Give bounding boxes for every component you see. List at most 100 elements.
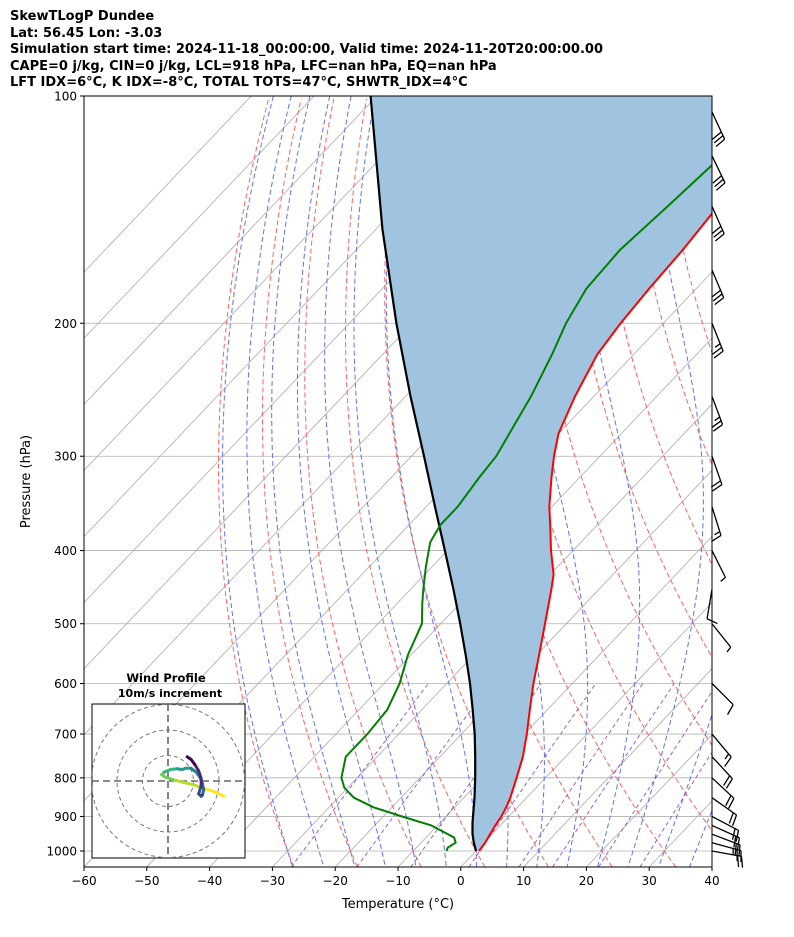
wind-barb-flag — [735, 830, 740, 842]
wind-barb-flag — [710, 480, 721, 488]
chart-title-block: SkewTLogP Dundee Lat: 56.45 Lon: -3.03 S… — [10, 9, 603, 92]
moist-adiabat-line — [324, 96, 417, 867]
wind-barb — [711, 396, 724, 432]
wind-barb-flag — [712, 484, 723, 492]
hodograph-trace-segment — [185, 755, 193, 761]
y-tick-label: 400 — [54, 544, 77, 558]
wind-barb-flag — [711, 225, 722, 235]
isotherm-line — [84, 96, 315, 339]
title-station: SkewTLogP Dundee — [10, 9, 155, 24]
x-tick-label: −10 — [385, 874, 410, 888]
wind-barb-flag — [728, 798, 735, 809]
wind-barb-staff — [706, 589, 713, 619]
wind-barb-staff — [711, 824, 740, 839]
x-tick-label: 10 — [516, 874, 531, 888]
wind-barb — [711, 833, 741, 857]
wind-barb-staff — [711, 623, 732, 648]
wind-barb-staff — [711, 323, 724, 352]
wind-barb-staff — [711, 550, 726, 578]
wind-barb-staff — [711, 797, 737, 816]
wind-barb — [711, 111, 726, 148]
wind-barb — [711, 323, 724, 359]
wind-barb-flag — [723, 775, 731, 786]
wind-barb-staff — [711, 815, 739, 832]
isotherm-line — [84, 96, 252, 273]
x-tick-label: 30 — [642, 874, 657, 888]
wind-barb-half-flag — [726, 646, 732, 653]
isotherm-line — [523, 668, 712, 867]
dry-adiabat-line — [422, 98, 613, 867]
x-tick-label: −50 — [134, 874, 159, 888]
x-tick-label: −30 — [260, 874, 285, 888]
wind-barb-flag — [740, 856, 744, 868]
x-tick-label: 20 — [579, 874, 594, 888]
wind-barb-staff — [711, 155, 726, 184]
x-tick-label: 0 — [457, 874, 465, 888]
title-indices-1: CAPE=0 j/kg, CIN=0 j/kg, LCL=918 hPa, LF… — [10, 58, 497, 74]
wind-barb-flag — [713, 135, 724, 144]
wind-barb-flag — [728, 812, 734, 824]
wind-barb-staff — [711, 396, 724, 425]
dry-adiabat-line — [262, 98, 358, 867]
title-times: Simulation start time: 2024-11-18_00:00:… — [10, 42, 603, 57]
temperature-line — [478, 212, 712, 852]
wind-barb-flag — [732, 814, 738, 826]
wind-barb-staff — [711, 506, 722, 536]
dry-adiabat-line — [758, 99, 794, 867]
moist-adiabat-line — [297, 96, 386, 867]
x-tick-label: −40 — [197, 874, 222, 888]
moist-adiabat-line — [222, 96, 293, 867]
wind-barb-flag — [714, 297, 725, 306]
wind-barb — [711, 777, 735, 809]
wind-barb-half-flag — [714, 343, 721, 348]
wind-barb — [711, 206, 725, 242]
wind-barb — [711, 815, 740, 842]
wind-barb-staff — [711, 833, 741, 846]
wind-barb-half-flag — [720, 576, 726, 582]
wind-barb — [711, 797, 738, 826]
moist-adiabat-line — [688, 808, 712, 867]
wind-barb — [711, 850, 744, 868]
wind-barb — [711, 756, 733, 789]
wind-barb-staff — [711, 206, 725, 235]
y-tick-label: 800 — [54, 771, 77, 785]
moist-adiabat-line — [246, 96, 325, 867]
y-tick-label: 1000 — [46, 845, 77, 859]
wind-barb — [711, 824, 740, 850]
wind-barb-half-flag — [714, 416, 721, 422]
wind-barb-staff — [711, 733, 732, 758]
y-tick-label: 900 — [54, 810, 77, 824]
mixing-ratio-line — [290, 683, 429, 867]
y-tick-label: 500 — [54, 617, 77, 631]
wind-barb-staff — [711, 777, 735, 799]
isotherm-line — [775, 96, 794, 867]
isotherm-line — [84, 96, 440, 471]
wind-barb-flag — [712, 175, 722, 184]
mixing-ratio-line — [598, 690, 712, 867]
wind-barb-flag — [734, 843, 737, 855]
y-axis-label: Pressure (hPa) — [19, 435, 34, 528]
wind-barb-flag — [724, 756, 732, 767]
wind-barb-flag — [713, 350, 724, 359]
wind-barb-flag — [712, 424, 723, 432]
mixing-ratio-line — [639, 751, 712, 867]
wind-barb-flag — [714, 233, 725, 242]
moist-adiabat-line — [385, 96, 477, 867]
wind-barb-flag — [713, 229, 723, 238]
wind-barb — [711, 269, 725, 306]
hodograph-title: Wind Profile — [126, 671, 206, 685]
wind-barb-flag — [725, 778, 733, 789]
parcel-profile-line — [369, 96, 478, 852]
x-tick-label: 40 — [704, 874, 719, 888]
wind-barb-flag — [711, 420, 722, 428]
wind-barb-flag — [736, 855, 740, 868]
wind-barb-flag — [733, 836, 737, 848]
moist-adiabat-line — [271, 96, 356, 867]
wind-barb — [710, 456, 723, 492]
wind-barb-flag — [715, 138, 726, 148]
hodograph-trace-segment — [171, 778, 185, 784]
y-tick-label: 100 — [54, 90, 77, 104]
wind-barb-staff — [711, 111, 726, 140]
isotherm-line — [84, 96, 378, 405]
